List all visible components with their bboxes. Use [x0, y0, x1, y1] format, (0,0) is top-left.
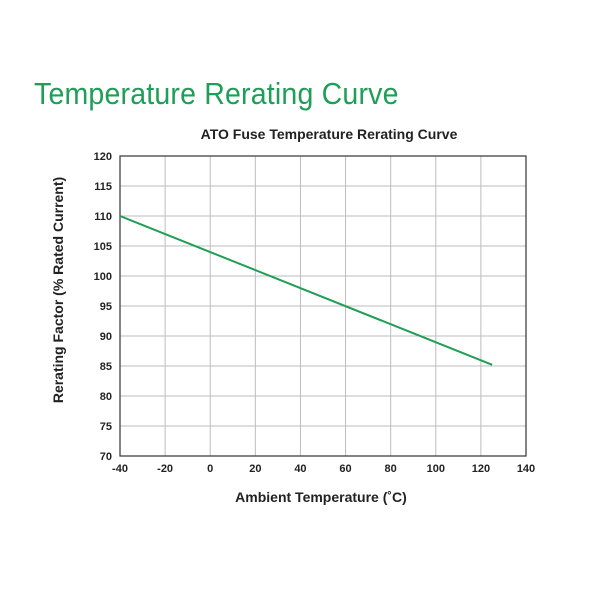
- y-tick-label: 105: [94, 241, 112, 253]
- y-axis-label: Rerating Factor (% Rated Current): [50, 177, 66, 403]
- y-tick-labels: 70 75 80 85 90 95 100 105 110 115 120: [94, 151, 112, 463]
- y-tick-label: 90: [100, 331, 112, 343]
- x-tick-label: 80: [385, 463, 397, 475]
- y-tick-label: 70: [100, 451, 112, 463]
- plot-frame: [119, 155, 527, 457]
- grid-lines: [119, 155, 527, 457]
- series-group: [119, 215, 493, 366]
- x-tick-label: 0: [207, 463, 213, 475]
- y-tick-label: 120: [94, 151, 112, 163]
- x-tick-label: -40: [112, 463, 128, 475]
- x-tick-label: -20: [157, 463, 173, 475]
- x-tick-label: 20: [249, 463, 261, 475]
- x-tick-label: 60: [339, 463, 351, 475]
- y-tick-label: 115: [94, 181, 112, 193]
- y-tick-label: 110: [94, 211, 112, 223]
- y-tick-label: 95: [100, 301, 112, 313]
- x-axis-label: Ambient Temperature (˚C): [235, 489, 407, 505]
- y-tick-label: 80: [100, 391, 112, 403]
- x-tick-label: 140: [517, 463, 535, 475]
- chart-title: ATO Fuse Temperature Rerating Curve: [201, 126, 458, 142]
- y-tick-label: 100: [94, 271, 112, 283]
- x-tick-labels: -40 -20 0 20 40 60 80 100 120 140: [112, 463, 535, 475]
- y-tick-label: 85: [100, 361, 112, 373]
- x-tick-label: 120: [472, 463, 490, 475]
- x-tick-label: 100: [427, 463, 445, 475]
- y-tick-label: 75: [100, 421, 112, 433]
- page-heading: Temperature Rerating Curve: [34, 76, 399, 111]
- x-tick-label: 40: [294, 463, 306, 475]
- series-line: [119, 215, 493, 366]
